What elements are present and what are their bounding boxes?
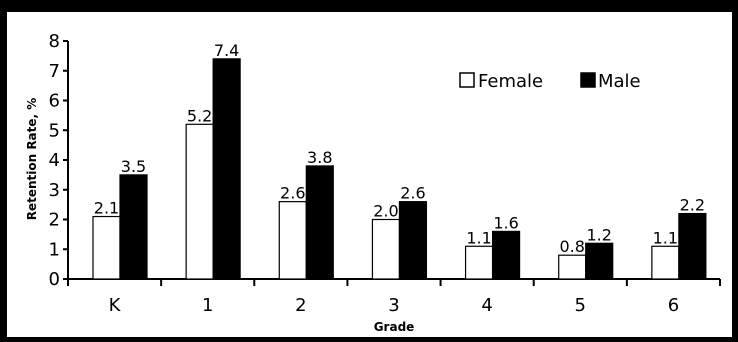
- x-tick-label: 3: [388, 295, 399, 316]
- bar-label-male-1: 7.4: [214, 41, 239, 60]
- y-tick-label: 3: [49, 180, 60, 201]
- bar-label-female-4: 1.1: [466, 228, 491, 247]
- y-ticks: 0 1 2 3 4 5 6 7 8: [49, 31, 68, 290]
- bar-male-3: [398, 201, 428, 280]
- x-tick-label: K: [109, 295, 122, 316]
- bar-label-male-k: 3.5: [121, 157, 146, 176]
- bar-label-male-2: 3.8: [307, 148, 332, 167]
- bar-male-2: [305, 165, 334, 280]
- x-ticks: K 1 2 3 4 5 6: [67, 279, 721, 316]
- right-border: [732, 0, 738, 342]
- x-tick-label: 4: [481, 295, 492, 316]
- bars-layer: [92, 58, 707, 280]
- bar-female-2: [278, 201, 307, 280]
- bar-female-6: [651, 245, 680, 280]
- bar-label-female-5: 0.8: [559, 237, 584, 256]
- bar-male-4: [491, 230, 521, 280]
- bar-female-5: [558, 254, 587, 280]
- legend-female-swatch: [459, 72, 475, 88]
- bar-male-1: [212, 58, 241, 280]
- x-axis-title: Grade: [374, 320, 415, 334]
- legend-female-label: Female: [478, 71, 543, 92]
- y-tick-label: 4: [49, 150, 60, 171]
- x-tick-label: 2: [295, 295, 306, 316]
- bar-female-1: [185, 123, 214, 280]
- y-tick-label: 1: [49, 239, 60, 260]
- y-tick-label: 0: [49, 269, 60, 290]
- bar-female-k: [92, 215, 121, 280]
- x-tick-label: 1: [202, 295, 213, 316]
- left-border: [0, 0, 7, 342]
- bar-label-female-2: 2.6: [280, 184, 305, 203]
- bar-label-male-4: 1.6: [493, 213, 518, 232]
- bar-label-female-6: 1.1: [653, 228, 678, 247]
- bar-label-male-5: 1.2: [586, 225, 611, 244]
- y-tick-label: 5: [49, 120, 60, 141]
- y-tick-label: 6: [49, 91, 60, 112]
- bar-female-3: [371, 218, 401, 280]
- bar-label-female-k: 2.1: [94, 199, 119, 218]
- legend-male-swatch: [580, 72, 596, 88]
- bar-label-female-3: 2.0: [373, 202, 398, 221]
- legend-male-label: Male: [598, 71, 641, 92]
- bar-label-male-3: 2.6: [400, 184, 425, 203]
- bottom-border: [0, 337, 738, 342]
- bar-male-k: [119, 174, 148, 280]
- y-tick-label: 2: [49, 210, 60, 231]
- y-tick-label: 7: [49, 61, 60, 82]
- x-tick-label: 5: [575, 295, 586, 316]
- top-border: [0, 0, 738, 12]
- bar-label-female-1: 5.2: [187, 106, 212, 125]
- bar-male-6: [678, 212, 707, 280]
- bar-labels-layer: 2.13.55.27.42.63.82.02.61.11.60.81.2 1.12…: [94, 41, 705, 256]
- bar-label-male-6: 2.2: [680, 196, 705, 215]
- y-axis-title: Retention Rate, %: [25, 98, 39, 221]
- bar-male-5: [585, 242, 614, 280]
- y-tick-label: 8: [49, 31, 60, 52]
- legend: Female Male: [459, 71, 641, 92]
- bar-female-4: [464, 245, 494, 280]
- x-tick-label: 6: [668, 295, 679, 316]
